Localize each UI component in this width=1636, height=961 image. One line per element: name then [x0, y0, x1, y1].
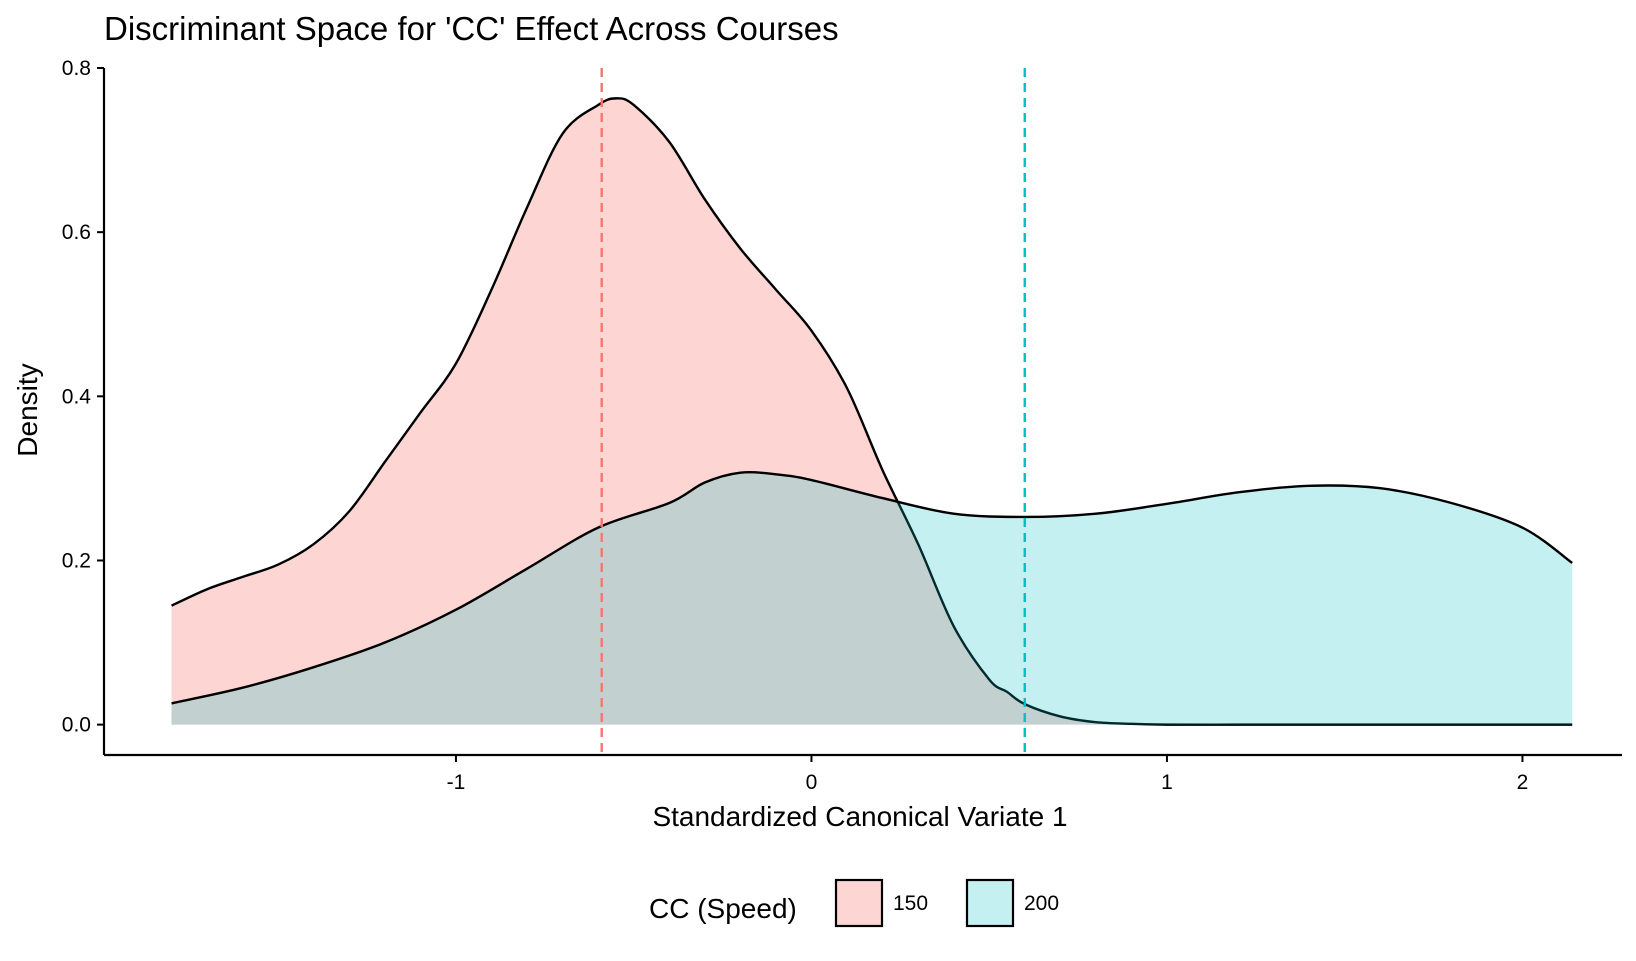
legend-title: CC (Speed)	[649, 893, 797, 924]
legend-label-150: 150	[893, 892, 928, 915]
x-tick-label: 1	[1161, 771, 1173, 794]
y-tick-label: 0.6	[62, 221, 91, 244]
legend-key-150	[834, 878, 884, 928]
density-area-200	[171, 472, 1573, 725]
density-line-150	[171, 97, 1573, 726]
y-tick-label: 0.2	[62, 549, 91, 572]
axis-layer: 0.0 0.2 0.4 0.6 0.8 -1 0 1 2	[62, 57, 1622, 794]
legend-label-200: 200	[1024, 892, 1059, 915]
x-tick-label: 0	[806, 771, 818, 794]
x-tick-label: 2	[1517, 771, 1529, 794]
legend-key-200	[965, 878, 1015, 928]
legend: CC (Speed) 150 200	[649, 878, 1059, 928]
series-layer	[171, 68, 1573, 755]
density-area-150	[171, 98, 1573, 725]
density-line-200	[171, 470, 1573, 705]
legend-key-bg-200	[967, 880, 1013, 926]
y-tick-label: 0.0	[62, 714, 91, 737]
y-tick-label: 0.8	[62, 57, 91, 80]
y-axis-title: Density	[12, 363, 43, 456]
chart-title: Discriminant Space for 'CC' Effect Acros…	[104, 10, 839, 47]
legend-key-bg-150	[836, 880, 882, 926]
x-tick-label: -1	[447, 771, 466, 794]
y-tick-label: 0.4	[62, 385, 92, 408]
x-axis-title: Standardized Canonical Variate 1	[652, 801, 1067, 832]
